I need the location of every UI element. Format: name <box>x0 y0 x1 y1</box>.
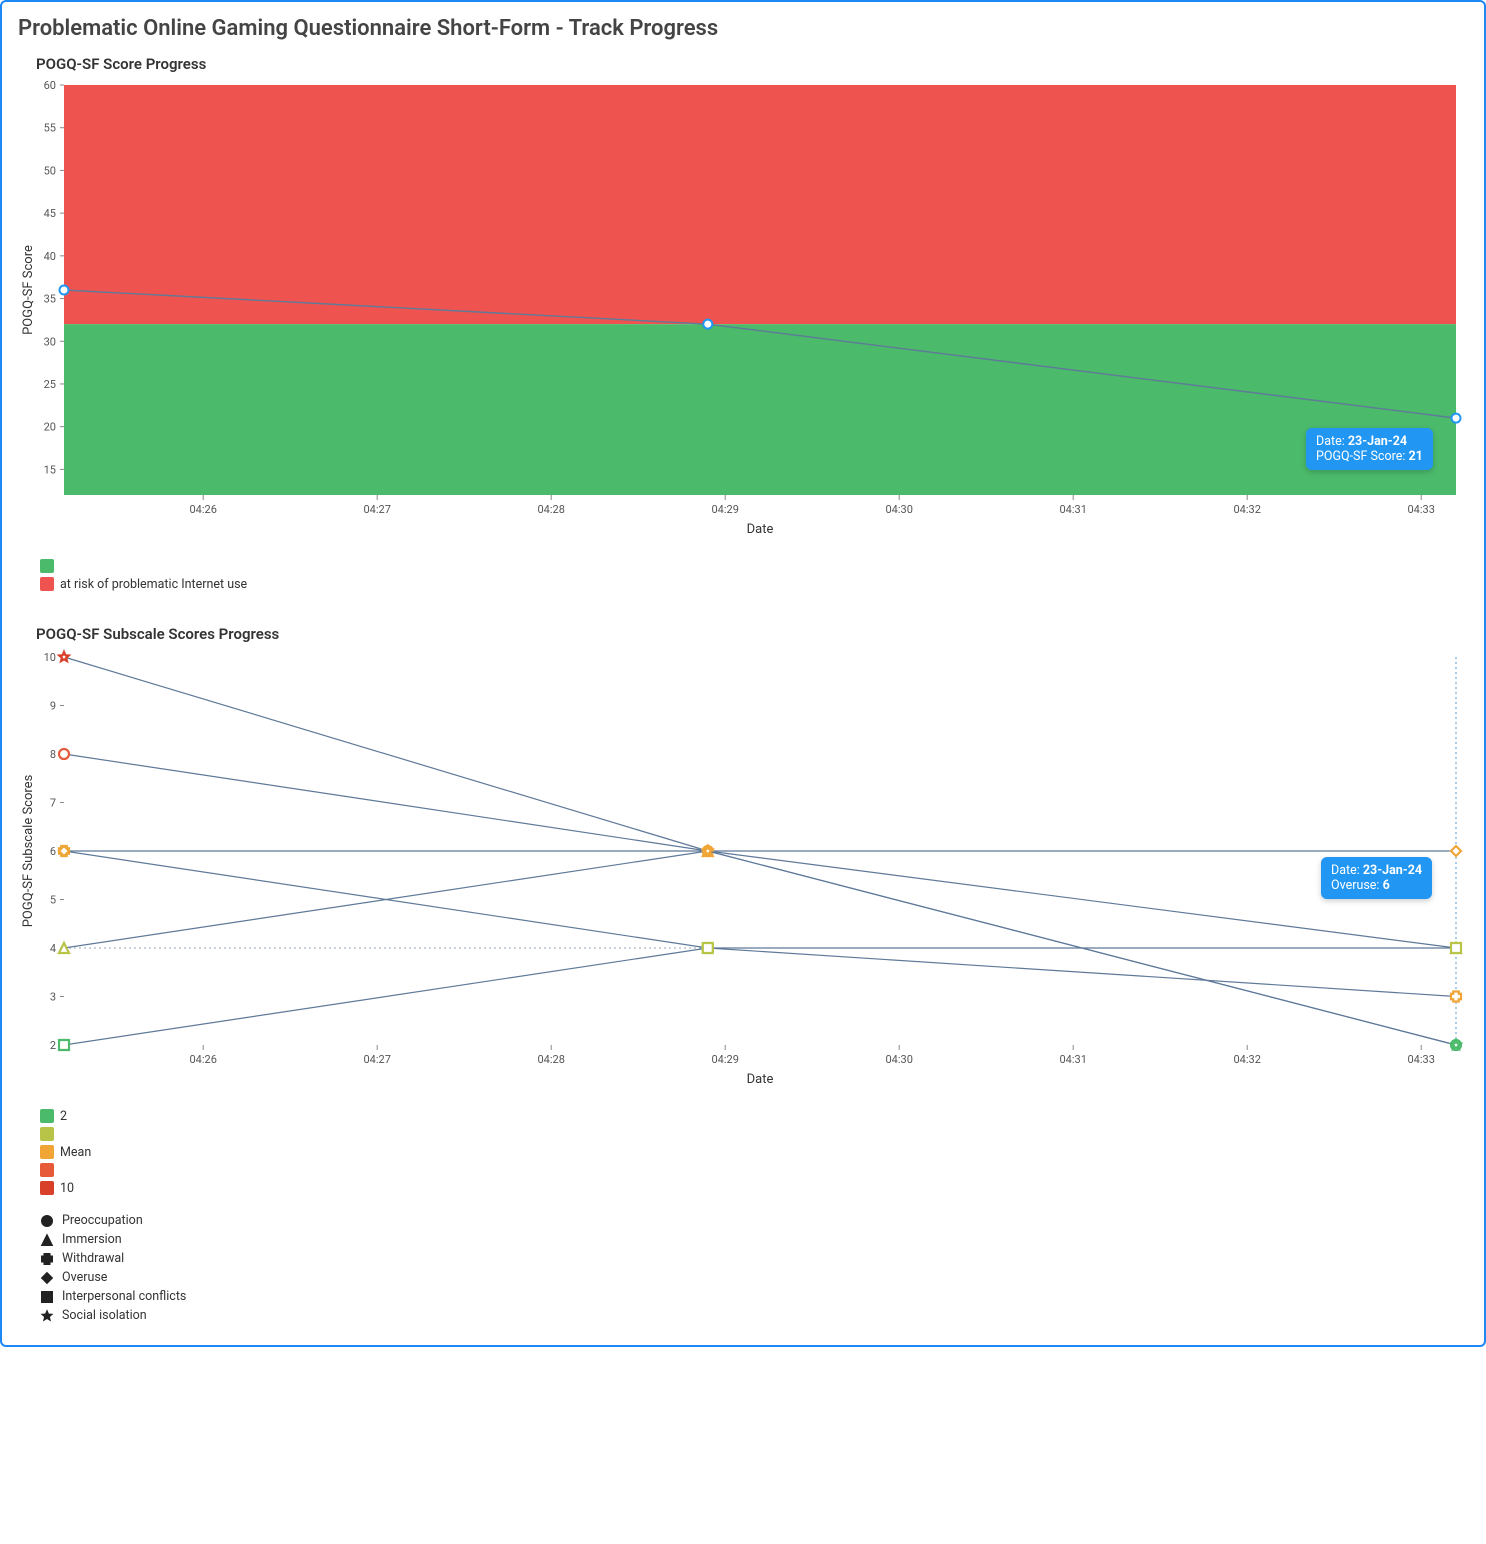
svg-text:04:33: 04:33 <box>1407 503 1434 516</box>
legend-label: 10 <box>60 1181 74 1196</box>
legend-row: 2 <box>40 1107 1468 1125</box>
legend-label: at risk of problematic Internet use <box>60 577 247 592</box>
chart2-color-legend: 2 Mean 10 <box>40 1107 1468 1197</box>
svg-text:04:33: 04:33 <box>1407 1053 1434 1066</box>
svg-text:04:29: 04:29 <box>711 503 738 516</box>
svg-text:04:26: 04:26 <box>189 503 216 516</box>
legend-label: Mean <box>60 1145 91 1160</box>
chart2-tooltip-value: 6 <box>1383 878 1390 893</box>
chart2-title: POGQ-SF Subscale Scores Progress <box>36 625 1468 643</box>
shape-legend-label: Overuse <box>62 1270 107 1285</box>
chart2-tooltip-label: Overuse <box>1331 878 1376 893</box>
page-container: Problematic Online Gaming Questionnaire … <box>0 0 1486 1347</box>
svg-text:04:32: 04:32 <box>1233 503 1260 516</box>
chart1-title: POGQ-SF Score Progress <box>36 55 1468 73</box>
shape-legend-row: Withdrawal <box>40 1249 1468 1268</box>
svg-text:04:32: 04:32 <box>1233 1053 1260 1066</box>
chart2-tooltip-date: 23-Jan-24 <box>1363 863 1422 878</box>
chart1-tooltip: Date: 23-Jan-24 POGQ-SF Score: 21 <box>1306 428 1433 470</box>
svg-text:2: 2 <box>50 1039 56 1052</box>
shape-legend-icon <box>40 1309 54 1323</box>
page-title: Problematic Online Gaming Questionnaire … <box>18 16 1468 41</box>
svg-text:04:29: 04:29 <box>711 1053 738 1066</box>
legend-swatch <box>40 1163 54 1177</box>
chart1[interactable]: 15 20 25 30 35 40 45 50 55 60 04:26 04:27 04:28 04:29… <box>18 79 1464 539</box>
shape-legend-icon <box>40 1271 54 1285</box>
chart2[interactable]: 2 3 4 5 6 7 8 9 10 04:26 04:27 04:28 04:29 04:30 04:31… <box>18 649 1464 1089</box>
svg-text:5: 5 <box>50 894 56 907</box>
svg-text:3: 3 <box>50 991 56 1004</box>
shape-legend-icon <box>40 1233 54 1247</box>
legend-row: 10 <box>40 1179 1468 1197</box>
shape-legend-icon <box>40 1214 54 1228</box>
svg-text:50: 50 <box>44 164 56 177</box>
legend-row <box>40 1125 1468 1143</box>
svg-text:25: 25 <box>44 378 56 391</box>
svg-text:30: 30 <box>44 335 56 348</box>
svg-text:35: 35 <box>44 293 56 306</box>
svg-text:20: 20 <box>44 421 56 434</box>
legend-swatch <box>40 559 54 573</box>
shape-legend-label: Interpersonal conflicts <box>62 1289 186 1304</box>
chart1-tooltip-label: POGQ-SF Score <box>1316 449 1402 464</box>
chart2-tooltip: Date: 23-Jan-24 Overuse: 6 <box>1321 857 1432 899</box>
chart1-tooltip-date: 23-Jan-24 <box>1348 434 1407 449</box>
legend-row <box>40 1161 1468 1179</box>
svg-text:Date: Date <box>747 522 774 537</box>
svg-text:04:27: 04:27 <box>363 503 390 516</box>
svg-text:04:27: 04:27 <box>363 1053 390 1066</box>
svg-text:8: 8 <box>50 748 56 761</box>
svg-text:7: 7 <box>50 797 56 810</box>
shape-legend-label: Social isolation <box>62 1308 147 1323</box>
shape-legend-icon <box>40 1290 54 1304</box>
legend-swatch <box>40 577 54 591</box>
svg-text:60: 60 <box>44 79 56 92</box>
shape-legend-row: Interpersonal conflicts <box>40 1287 1468 1306</box>
shape-legend-label: Withdrawal <box>62 1251 124 1266</box>
legend-row <box>40 557 1468 575</box>
chart1-wrap: 15 20 25 30 35 40 45 50 55 60 04:26 04:27 04:28 04:29… <box>18 79 1468 539</box>
svg-text:04:26: 04:26 <box>189 1053 216 1066</box>
shape-legend-row: Social isolation <box>40 1306 1468 1325</box>
svg-text:04:31: 04:31 <box>1059 1053 1086 1066</box>
svg-text:40: 40 <box>44 250 56 263</box>
shape-legend-row: Immersion <box>40 1230 1468 1249</box>
shape-legend-icon <box>40 1252 54 1266</box>
shape-legend-label: Immersion <box>62 1232 122 1247</box>
legend-swatch <box>40 1181 54 1195</box>
svg-text:9: 9 <box>50 700 56 713</box>
chart2-shape-legend: Preoccupation Immersion Withdrawal Overuse I… <box>40 1211 1468 1325</box>
chart1-tooltip-value: 21 <box>1408 449 1422 464</box>
chart2-wrap: 2 3 4 5 6 7 8 9 10 04:26 04:27 04:28 04:29 04:30 04:31… <box>18 649 1468 1089</box>
svg-text:6: 6 <box>50 845 56 858</box>
shape-legend-row: Overuse <box>40 1268 1468 1287</box>
svg-text:04:28: 04:28 <box>537 1053 564 1066</box>
legend-swatch <box>40 1145 54 1159</box>
svg-text:45: 45 <box>44 207 56 220</box>
svg-text:15: 15 <box>44 463 56 476</box>
legend-row: at risk of problematic Internet use <box>40 575 1468 593</box>
svg-text:55: 55 <box>44 122 56 135</box>
shape-legend-row: Preoccupation <box>40 1211 1468 1230</box>
legend-swatch <box>40 1109 54 1123</box>
svg-text:4: 4 <box>50 942 56 955</box>
shape-legend-label: Preoccupation <box>62 1213 143 1228</box>
legend-swatch <box>40 1127 54 1141</box>
svg-text:04:28: 04:28 <box>537 503 564 516</box>
svg-text:04:31: 04:31 <box>1059 503 1086 516</box>
legend-label: 2 <box>60 1109 67 1124</box>
svg-text:POGQ-SF Subscale Scores: POGQ-SF Subscale Scores <box>21 774 36 927</box>
svg-text:Date: Date <box>747 1072 774 1087</box>
svg-text:04:30: 04:30 <box>885 1053 912 1066</box>
svg-text:10: 10 <box>44 651 56 664</box>
svg-text:04:30: 04:30 <box>885 503 912 516</box>
svg-text:POGQ-SF Score: POGQ-SF Score <box>21 245 36 335</box>
legend-row: Mean <box>40 1143 1468 1161</box>
chart1-legend: at risk of problematic Internet use <box>40 557 1468 593</box>
